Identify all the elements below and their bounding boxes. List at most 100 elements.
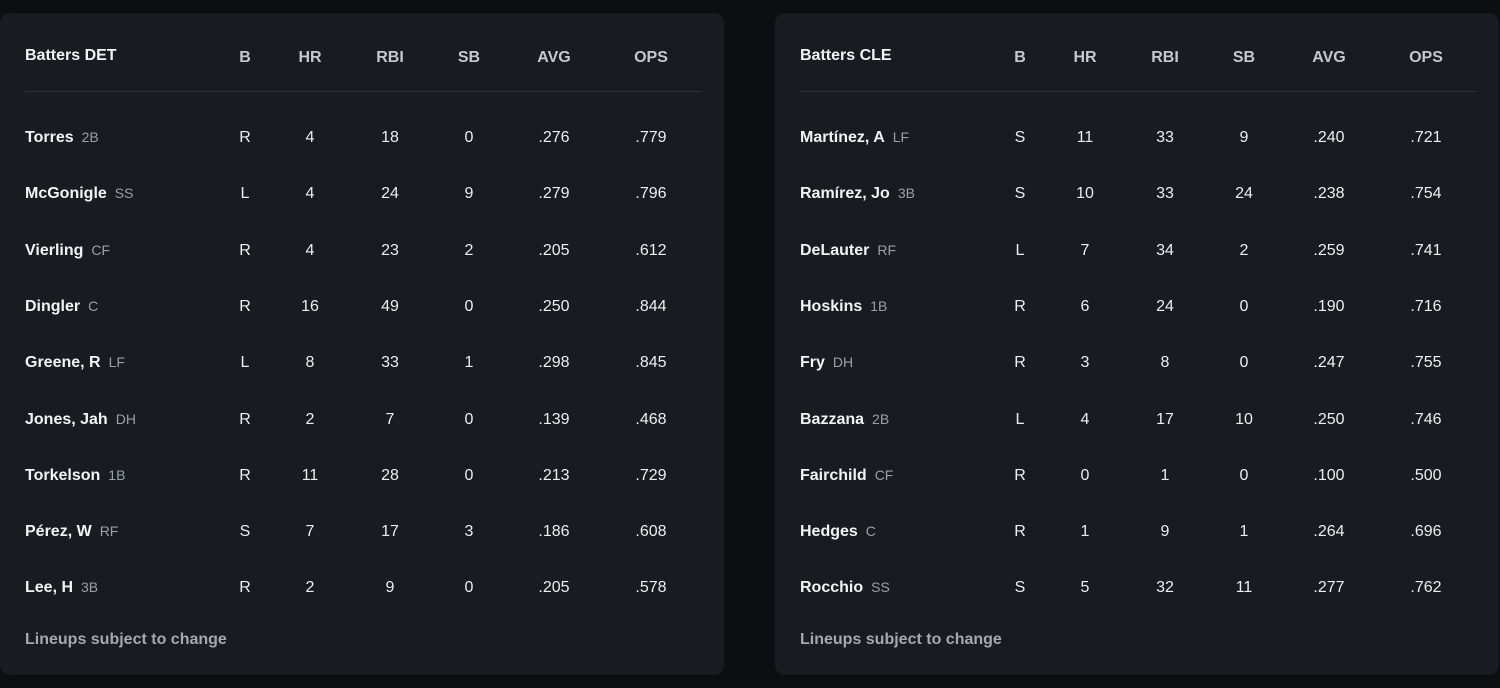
column-header: RBI xyxy=(1151,49,1179,66)
stat-cell: S xyxy=(1014,129,1026,146)
stat-cell: .213 xyxy=(538,466,570,484)
stat-cell: 1 xyxy=(1239,523,1249,541)
stat-cell: .755 xyxy=(1410,354,1442,372)
stat-cell: 9 xyxy=(1160,523,1170,541)
player-position: DH xyxy=(115,410,136,427)
column-header: B xyxy=(239,49,251,66)
stat-cell: L xyxy=(1015,241,1025,259)
stat-cell: 33 xyxy=(1156,129,1174,146)
player: Hoskins 1B xyxy=(800,298,887,316)
player: Bazzana 2B xyxy=(800,411,889,429)
stat-cell: 8 xyxy=(305,354,315,372)
player: Vierling CF xyxy=(25,242,110,260)
stat-cell: 18 xyxy=(381,129,399,146)
player-name: Rocchio xyxy=(800,579,864,597)
stat-cell: R xyxy=(239,579,251,597)
player: Jones, Jah DH xyxy=(25,411,136,429)
stat-cell: 11 xyxy=(1235,579,1253,597)
player-position: LF xyxy=(892,129,910,145)
stat-cell: 24 xyxy=(381,185,399,203)
stat-cell: .500 xyxy=(1410,466,1442,484)
player-position: 3B xyxy=(81,579,99,596)
player-name: Lee, H xyxy=(25,579,74,597)
player-name: Dingler xyxy=(25,297,81,315)
stat-cell: 0 xyxy=(1239,297,1249,315)
column-header: AVG xyxy=(1312,49,1346,66)
stat-cell: 9 xyxy=(464,185,474,203)
player-position: DH xyxy=(832,354,854,371)
player-position: C xyxy=(865,523,876,540)
stat-cell: 7 xyxy=(305,523,315,541)
stat-cell: 28 xyxy=(381,466,399,484)
separator xyxy=(800,91,1476,92)
player: Ramírez, Jo 3B xyxy=(800,185,915,203)
stat-cell: 0 xyxy=(464,129,474,146)
stat-cell: 9 xyxy=(1239,129,1249,146)
player: Greene, R LF xyxy=(25,354,125,372)
stat-cell: 34 xyxy=(1156,241,1174,259)
stat-cell: .721 xyxy=(1410,129,1442,146)
player-name: Pérez, W xyxy=(25,523,92,541)
player: Martínez, A LF xyxy=(800,129,909,147)
player: Torres 2B xyxy=(25,129,99,147)
stat-cell: 1 xyxy=(1080,523,1090,541)
stat-cell: L xyxy=(1015,410,1025,428)
player-name: Ramírez, Jo xyxy=(800,185,890,203)
column-header: HR xyxy=(298,49,322,66)
player-position: 3B xyxy=(897,185,915,202)
stat-cell: R xyxy=(1014,523,1026,541)
stat-cell: .100 xyxy=(1313,466,1345,484)
stat-cell: R xyxy=(239,410,251,428)
stat-cell: 5 xyxy=(1080,579,1090,597)
stat-cell: R xyxy=(239,466,251,484)
stat-cell: R xyxy=(239,297,251,315)
player-position: LF xyxy=(108,354,125,371)
player: Fry DH xyxy=(800,354,853,372)
stat-cell: .279 xyxy=(538,185,570,203)
stat-cell: R xyxy=(1014,354,1026,372)
stat-cell: R xyxy=(1014,466,1026,484)
stat-cell: .259 xyxy=(1313,241,1345,259)
stat-cell: 7 xyxy=(1080,241,1090,259)
stat-cell: .205 xyxy=(538,579,570,597)
stat-cell: S xyxy=(239,523,251,541)
stat-cell: 8 xyxy=(1160,354,1170,372)
player-name: Torres xyxy=(25,129,74,146)
stat-cell: .754 xyxy=(1410,185,1442,203)
stat-cell: 2 xyxy=(1239,241,1249,259)
player-position: CF xyxy=(874,466,894,483)
stat-cell: 1 xyxy=(1160,466,1170,484)
player-name: Bazzana xyxy=(800,410,865,428)
stat-cell: 49 xyxy=(381,297,399,315)
stat-cell: 33 xyxy=(1156,185,1174,203)
player-name: Torkelson xyxy=(25,466,101,484)
stat-cell: 17 xyxy=(1156,410,1174,428)
stat-cell: 0 xyxy=(1080,466,1090,484)
stat-cell: .729 xyxy=(635,466,667,484)
stat-cell: .608 xyxy=(635,523,667,541)
player: DeLauter RF xyxy=(800,242,896,260)
stat-cell: 2 xyxy=(305,410,315,428)
player-position: 2B xyxy=(872,410,890,427)
player: Pérez, W RF xyxy=(25,523,118,541)
stats-panel: Batters CLE B HR RBI SB AVG OPS Martínez, A LF S 1… xyxy=(775,13,1499,675)
stat-cell: 1 xyxy=(464,354,474,372)
player-name: Greene, R xyxy=(25,354,101,372)
stat-cell: 9 xyxy=(385,579,395,597)
stat-cell: 4 xyxy=(305,241,315,259)
stat-cell: R xyxy=(239,241,251,259)
player-position: SS xyxy=(871,579,890,596)
player: Lee, H 3B xyxy=(25,579,98,597)
stat-cell: 32 xyxy=(1156,579,1174,597)
stat-cell: .298 xyxy=(538,354,570,372)
player-position: 1B xyxy=(870,297,888,314)
stat-cell: .779 xyxy=(635,129,667,146)
stat-cell: .696 xyxy=(1410,523,1442,541)
stat-cell: .277 xyxy=(1313,579,1345,597)
column-header: AVG xyxy=(537,49,571,66)
stat-cell: 24 xyxy=(1156,297,1174,315)
column-header: RBI xyxy=(376,49,404,66)
stat-cell: 2 xyxy=(305,579,315,597)
stat-cell: .247 xyxy=(1313,354,1345,372)
